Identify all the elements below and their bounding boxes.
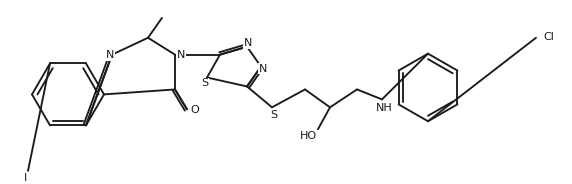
Text: S: S <box>271 110 277 120</box>
Text: N: N <box>244 38 252 48</box>
Text: Cl: Cl <box>543 32 554 42</box>
Text: N: N <box>259 63 267 74</box>
Text: NH: NH <box>376 103 392 113</box>
Text: N: N <box>106 50 114 60</box>
Text: HO: HO <box>299 131 316 141</box>
Text: I: I <box>25 173 27 183</box>
Text: N: N <box>177 50 185 60</box>
Text: O: O <box>190 105 200 115</box>
Text: S: S <box>201 78 209 89</box>
